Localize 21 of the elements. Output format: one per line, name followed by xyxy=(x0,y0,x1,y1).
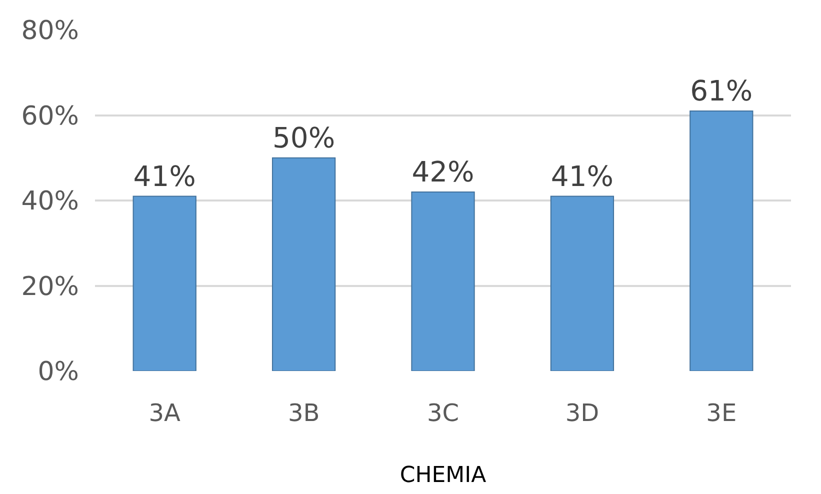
x-tick-label: 3A xyxy=(148,399,182,427)
y-tick-label: 0% xyxy=(38,357,79,388)
y-tick-label: 60% xyxy=(21,101,79,132)
bar xyxy=(550,196,614,371)
x-tick-label: 3E xyxy=(706,399,737,427)
data-label: 41% xyxy=(133,160,196,193)
x-tick-label: 3C xyxy=(426,399,460,427)
bar xyxy=(272,157,336,371)
data-label: 61% xyxy=(690,74,753,108)
bar xyxy=(132,196,196,371)
bar xyxy=(690,110,754,371)
x-tick-label: 3D xyxy=(565,399,600,427)
data-label: 41% xyxy=(550,160,614,193)
y-tick-label: 20% xyxy=(21,272,79,302)
data-label: 42% xyxy=(412,156,474,189)
y-tick-label: 40% xyxy=(21,186,79,217)
bar xyxy=(411,191,475,371)
data-label: 50% xyxy=(272,121,336,154)
x-tick-label: 3B xyxy=(288,399,320,427)
x-axis-title: CHEMIA xyxy=(400,462,486,488)
y-tick-label: 80% xyxy=(21,16,79,46)
